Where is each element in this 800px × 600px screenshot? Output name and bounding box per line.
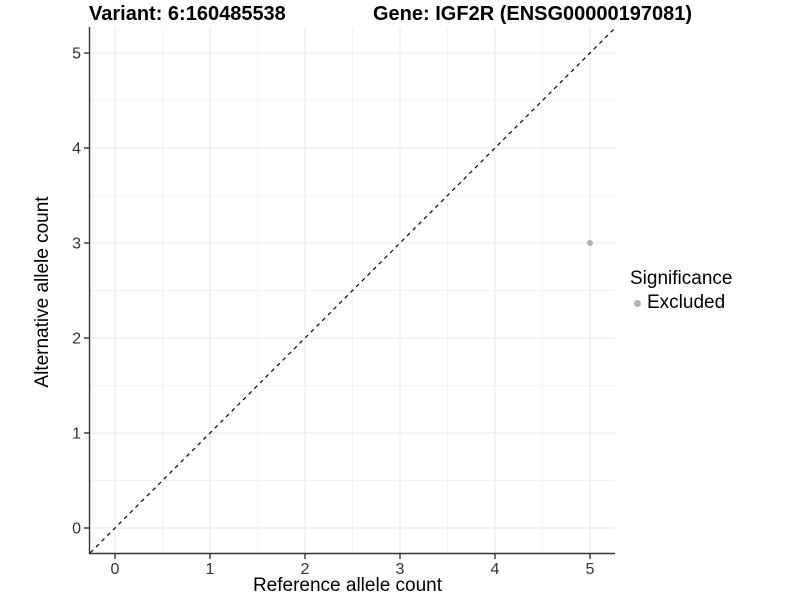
x-axis-title: Reference allele count — [252, 575, 443, 596]
y-tick-label: 3 — [72, 236, 81, 253]
x-tick-label: 5 — [586, 561, 595, 578]
legend-item-excluded: Excluded — [630, 292, 732, 314]
legend-title: Significance — [630, 268, 733, 289]
x-tick-label: 0 — [111, 561, 120, 578]
identity-line — [89, 27, 616, 554]
y-tick-label: 1 — [72, 426, 81, 443]
legend: Significance Excluded — [630, 268, 732, 314]
legend-item-label: Excluded — [647, 292, 726, 313]
variant-title: Variant: 6:160485538 — [89, 3, 286, 25]
y-axis-title: Alternative allele count — [32, 196, 53, 388]
x-tick-label: 4 — [491, 561, 500, 578]
x-tick-label: 1 — [206, 561, 215, 578]
data-point — [587, 240, 593, 246]
gene-title: Gene: IGF2R (ENSG00000197081) — [373, 3, 693, 25]
excluded-point-icon — [634, 299, 641, 307]
y-tick-label: 4 — [72, 141, 81, 158]
x-tick-label: 2 — [301, 561, 310, 578]
x-tick-label: 3 — [396, 561, 405, 578]
y-tick-label: 5 — [72, 46, 81, 63]
y-tick-label: 0 — [72, 521, 81, 538]
y-tick-label: 2 — [72, 331, 81, 348]
